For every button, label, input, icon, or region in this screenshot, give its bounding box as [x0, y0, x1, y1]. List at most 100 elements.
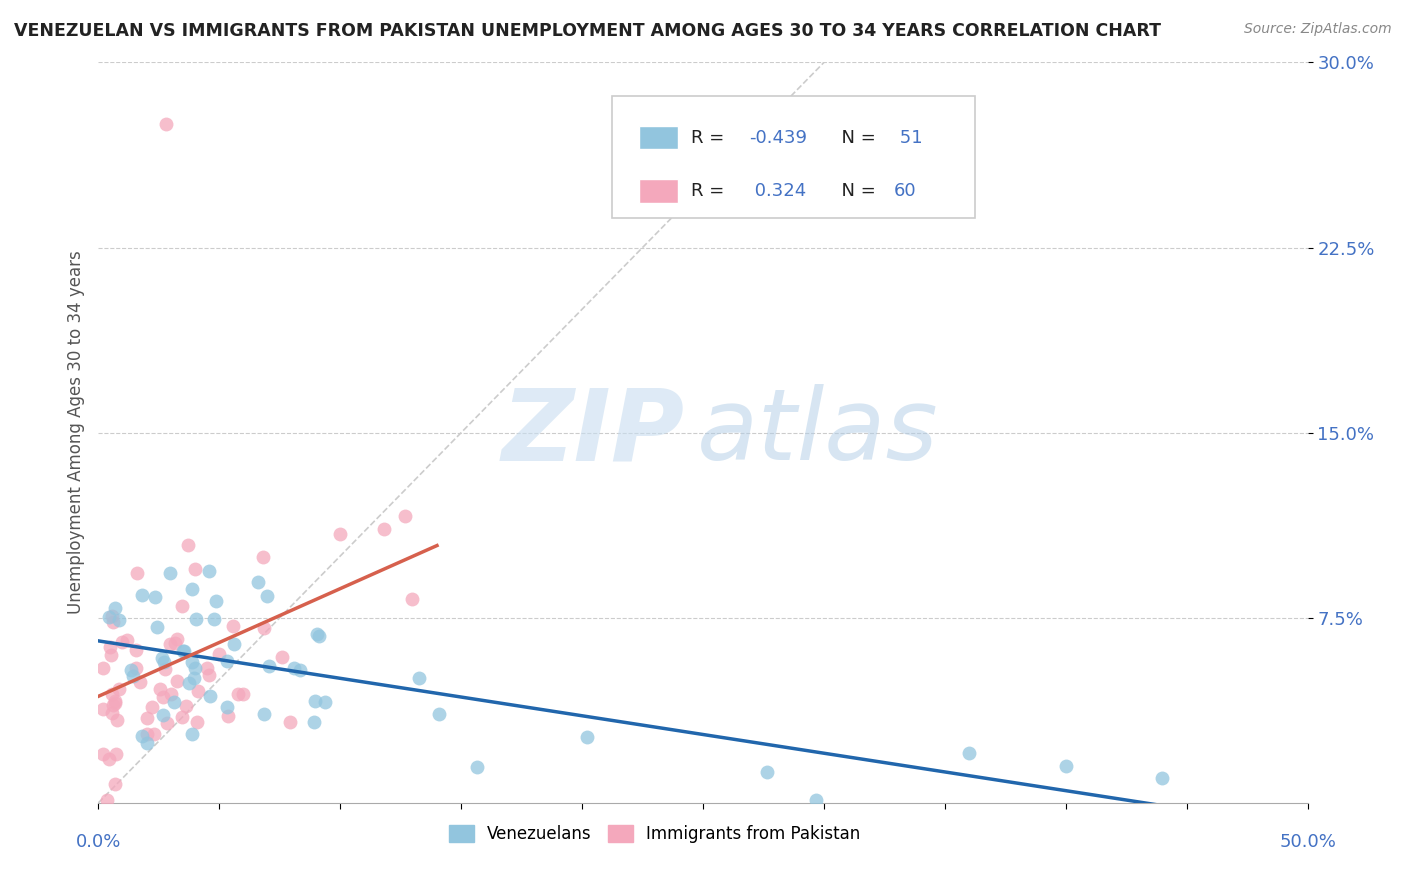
Point [141, 699, 163, 714]
Point [180, 727, 202, 741]
Text: 50.0%: 50.0% [1279, 833, 1336, 851]
Point [108, 613, 131, 627]
Point [111, 635, 134, 649]
Point [198, 668, 221, 682]
Point [131, 730, 153, 744]
Point [314, 695, 336, 709]
Point [302, 714, 325, 729]
Point [427, 706, 450, 721]
Point [257, 658, 280, 673]
Point [172, 644, 194, 658]
Point [215, 654, 238, 668]
Text: 51: 51 [894, 128, 922, 146]
Point [136, 736, 159, 750]
Text: 60: 60 [894, 182, 917, 200]
Point [256, 589, 278, 603]
Point [103, 698, 125, 712]
Point [174, 698, 197, 713]
Point [181, 582, 204, 596]
Point [271, 650, 294, 665]
Point [394, 509, 416, 524]
Point [575, 730, 598, 744]
Point [329, 526, 352, 541]
Point [304, 694, 326, 708]
Point [104, 697, 127, 711]
Point [208, 647, 231, 661]
Text: 0.0%: 0.0% [76, 833, 121, 851]
Point [308, 629, 330, 643]
Point [98, 752, 121, 766]
Point [253, 621, 276, 635]
Point [152, 707, 174, 722]
Point [183, 660, 205, 674]
Point [104, 747, 127, 762]
Point [217, 709, 239, 723]
Point [198, 564, 221, 578]
Point [159, 636, 181, 650]
Point [142, 727, 165, 741]
Point [124, 660, 146, 674]
Point [215, 699, 238, 714]
Point [96, 793, 118, 807]
Point [186, 714, 208, 729]
Point [283, 661, 305, 675]
Point [107, 682, 129, 697]
Text: 0.324: 0.324 [749, 182, 806, 200]
Text: Source: ZipAtlas.com: Source: ZipAtlas.com [1244, 22, 1392, 37]
Point [179, 676, 201, 690]
Text: ZIP: ZIP [502, 384, 685, 481]
Point [125, 642, 148, 657]
Y-axis label: Unemployment Among Ages 30 to 34 years: Unemployment Among Ages 30 to 34 years [66, 251, 84, 615]
Point [105, 713, 128, 727]
Point [163, 636, 186, 650]
Point [97, 610, 120, 624]
Point [184, 562, 207, 576]
Point [195, 661, 218, 675]
Point [173, 644, 195, 658]
Point [150, 651, 173, 665]
Point [156, 715, 179, 730]
Point [159, 566, 181, 581]
Bar [638, 179, 678, 203]
Point [153, 662, 176, 676]
Point [1152, 771, 1174, 785]
Point [305, 627, 328, 641]
Point [135, 711, 157, 725]
Point [205, 594, 228, 608]
Point [232, 687, 254, 701]
Point [149, 681, 172, 696]
Point [222, 619, 245, 633]
Legend: Venezuelans, Immigrants from Pakistan: Venezuelans, Immigrants from Pakistan [441, 819, 868, 850]
Point [198, 689, 221, 703]
Text: N =: N = [830, 128, 882, 146]
Point [98, 640, 121, 654]
Point [145, 591, 167, 605]
Point [160, 687, 183, 701]
Text: N =: N = [830, 182, 882, 200]
Point [153, 655, 176, 669]
Point [101, 615, 124, 629]
Point [127, 566, 149, 580]
Bar [638, 126, 678, 149]
Point [186, 612, 208, 626]
Point [187, 684, 209, 698]
Text: R =: R = [690, 182, 730, 200]
Text: atlas: atlas [697, 384, 939, 481]
Point [228, 687, 250, 701]
Point [290, 663, 312, 677]
Point [128, 674, 150, 689]
Point [101, 687, 124, 701]
Point [155, 117, 177, 131]
Point [100, 648, 122, 663]
Point [467, 759, 489, 773]
Point [101, 706, 124, 721]
Point [163, 695, 186, 709]
Point [152, 690, 174, 704]
Point [166, 632, 188, 646]
Text: VENEZUELAN VS IMMIGRANTS FROM PAKISTAN UNEMPLOYMENT AMONG AGES 30 TO 34 YEARS CO: VENEZUELAN VS IMMIGRANTS FROM PAKISTAN U… [14, 22, 1161, 40]
FancyBboxPatch shape [613, 95, 976, 218]
Point [1054, 758, 1077, 772]
Point [202, 612, 225, 626]
Point [101, 608, 124, 623]
Point [170, 599, 193, 614]
